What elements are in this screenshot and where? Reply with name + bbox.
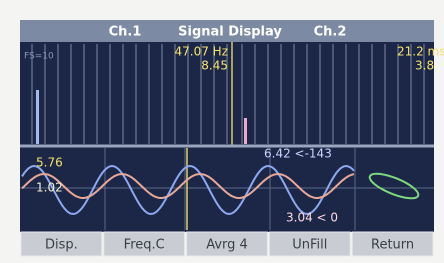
upper-readout: 5.76	[36, 156, 63, 170]
scale-label: FS=10	[24, 52, 54, 62]
header-title: Signal Display	[178, 25, 282, 40]
phase-a-readout: 6.42 <-143	[264, 147, 332, 161]
value-readout: 3.8	[415, 59, 434, 73]
header-right: Ch.2	[314, 25, 347, 40]
phase-b-readout: 3.04 < 0	[286, 211, 338, 225]
page: {"header": {"left": "Ch.1", "title": "Si…	[0, 0, 444, 263]
spectrum-peak	[36, 90, 39, 144]
frequency-readout: 47.07 Hz	[175, 45, 229, 59]
amplitude-readout: 8.45	[201, 59, 228, 73]
lower-readout: 1.02	[36, 181, 63, 195]
button-label[interactable]: Freq.C	[124, 238, 165, 253]
screen: Ch.1 Signal Display Ch.2 FS=10 47.07 Hz …	[0, 0, 444, 263]
button-label[interactable]: Disp.	[45, 238, 78, 253]
button-label[interactable]: Return	[371, 238, 414, 253]
header-left: Ch.1	[109, 25, 142, 40]
time-readout: 21.2 ms	[397, 45, 444, 59]
button-label[interactable]: UnFill	[292, 238, 327, 253]
button-label[interactable]: Avrg 4	[206, 238, 248, 253]
spectrum-peak	[244, 118, 247, 144]
button-bar: Disp. Freq.C Avrg 4 UnFill Return	[21, 232, 433, 256]
